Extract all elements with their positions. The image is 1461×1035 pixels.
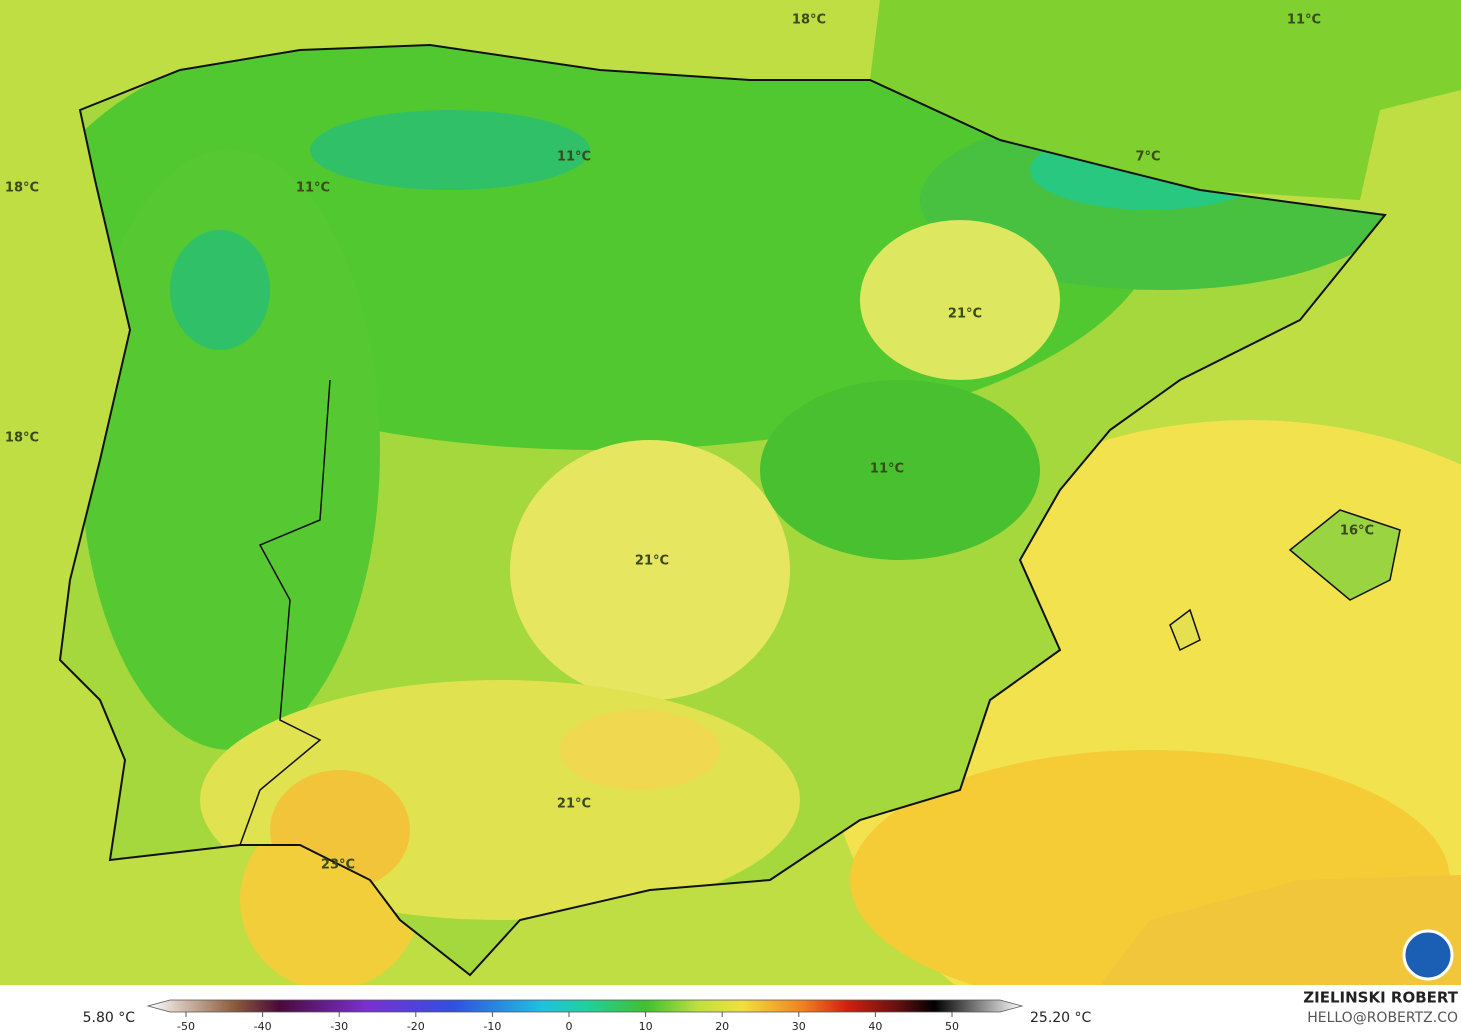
temp-label: 11°C — [870, 462, 904, 477]
temp-label: 21°C — [635, 554, 669, 569]
color-scale — [146, 999, 1024, 1013]
tick-label: 20 — [715, 1020, 729, 1033]
temp-label: 18°C — [792, 13, 826, 28]
legend-bar: 5.80 °C 25.20 °C ZIELINSKI ROBERT HELLO@… — [0, 985, 1461, 1035]
temp-label: 11°C — [557, 150, 591, 165]
temp-label: 18°C — [5, 431, 39, 446]
credit-name: ZIELINSKI ROBERT — [1303, 989, 1458, 1007]
tick-label: -30 — [330, 1020, 348, 1033]
temp-label: 11°C — [1287, 13, 1321, 28]
tick-label: -40 — [254, 1020, 272, 1033]
temp-label: 21°C — [948, 307, 982, 322]
tick-label: -20 — [407, 1020, 425, 1033]
tick-label: -50 — [177, 1020, 195, 1033]
tick-label: 0 — [566, 1020, 573, 1033]
min-value: 5.80 °C — [83, 1010, 136, 1026]
tick-label: 30 — [792, 1020, 806, 1033]
temp-label: 11°C — [296, 181, 330, 196]
temp-label: 7°C — [1135, 150, 1160, 165]
tick-label: 10 — [639, 1020, 653, 1033]
temp-label: 23°C — [321, 858, 355, 873]
tick-label: 40 — [868, 1020, 882, 1033]
temp-label: 18°C — [5, 181, 39, 196]
temperature-labels: 18°C 11°C 18°C 11°C 11°C 7°C 21°C 18°C 1… — [5, 13, 1374, 873]
tick-label: -10 — [483, 1020, 501, 1033]
noaa-logo — [1402, 929, 1454, 981]
temp-label: 16°C — [1340, 524, 1374, 539]
temp-label: 21°C — [557, 797, 591, 812]
max-value: 25.20 °C — [1030, 1010, 1092, 1026]
tick-label: 50 — [945, 1020, 959, 1033]
credit-contact: HELLO@ROBERTZ.CO — [1307, 1010, 1458, 1026]
